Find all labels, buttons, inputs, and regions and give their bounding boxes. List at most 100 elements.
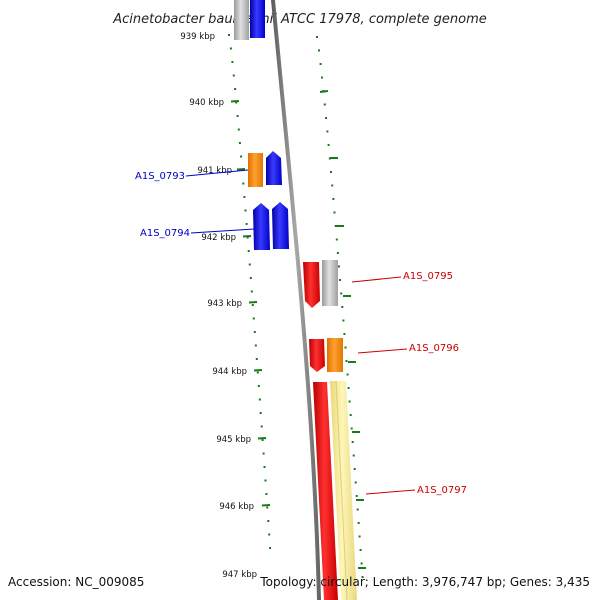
minor-tick-dot [251,304,254,306]
genome-backbone [271,0,321,600]
minor-tick-dot [353,468,356,470]
minor-tick-dot [264,479,267,482]
gene-feature-orange [327,338,343,372]
kbp-tick-label: 943 kbp [207,299,242,309]
minor-tick-dot [259,412,262,414]
gene-feature-grey [322,260,338,306]
kbp-tick-mark [230,100,240,103]
minor-tick-dot [260,425,263,428]
minor-tick-dot [341,306,344,308]
minor-tick-dot [235,101,238,104]
minor-tick-dot [319,63,322,65]
gene-callout-line [357,348,408,354]
minor-tick-dot [334,225,337,227]
minor-tick-dot [268,533,271,536]
gene-callout-line [190,228,255,234]
kbp-tick-mark [248,301,258,304]
minor-tick-dot [352,454,355,457]
gene-arrow-reverse [303,262,320,308]
genome-summary-text: Topology: circular; Length: 3,976,747 bp… [259,575,590,589]
left-tick-dots [228,34,272,549]
minor-tick-dot [357,522,360,524]
kbp-tick-mark [261,504,271,507]
minor-tick-dot [245,223,248,225]
minor-tick-dot [231,61,234,63]
minor-tick-dot [262,452,265,455]
minor-tick-dot [351,441,354,443]
minor-tick-dot [267,520,270,522]
right-tick-dots [316,36,364,578]
minor-tick-dot [243,196,246,198]
minor-tick-dot [247,250,250,252]
minor-tick-dot [348,400,351,403]
minor-tick-dot [326,130,329,133]
minor-tick-dot [237,128,240,131]
minor-tick-dot [336,252,339,254]
gene-label: A1S_0794 [140,228,190,239]
minor-tick-dot [255,358,258,360]
minor-tick-dot [250,290,253,293]
gene-arrow-forward [272,202,289,249]
kbp-tick-label: 947 kbp [222,570,257,580]
minor-tick-dot [333,211,336,214]
kbp-tick-label: 945 kbp [216,435,251,445]
minor-tick-dot [258,398,261,401]
minor-tick-dot [316,36,318,38]
gene-feature-grey [234,0,249,40]
gene-arrow-reverse [309,339,325,372]
right-major-ticks [319,90,366,569]
kbp-tick-mark [257,437,267,440]
minor-tick-dot [360,562,363,565]
gene-callout-line [365,489,416,495]
kbp-tick-label: 942 kbp [201,233,236,243]
gene-feature-blue [250,0,265,38]
gene-callout-line [351,276,402,283]
minor-tick-dot [246,236,249,239]
minor-tick-dot [229,47,232,50]
minor-tick-dot [340,292,343,295]
gene-feature-long-yellow [330,381,357,600]
minor-tick-dot [349,414,352,416]
minor-tick-dot [257,385,260,387]
minor-tick-dot [361,576,364,578]
kbp-tick-mark [236,168,246,171]
minor-tick-dot [266,506,269,509]
minor-tick-dot [350,427,353,430]
minor-tick-dot [356,508,359,511]
minor-tick-dot [249,277,252,279]
gene-feature-orange [248,153,263,187]
kbp-tick-label: 939 kbp [180,32,215,42]
minor-tick-dot [228,34,230,36]
minor-tick-dot [338,265,340,268]
minor-tick-dot [252,317,255,320]
minor-tick-dot [238,142,241,144]
minor-tick-dot [323,103,326,106]
accession-text: Accession: NC_009085 [8,575,144,589]
minor-tick-dot [335,238,338,241]
kbp-tick-label: 940 kbp [189,98,224,108]
minor-tick-dot [234,88,237,90]
gene-label: A1S_0795 [403,271,453,282]
kbp-tick-label: 944 kbp [212,367,247,377]
minor-tick-dot [261,439,264,441]
gene-feature-long-red [313,382,338,600]
gene-arrow-forward [266,151,282,185]
minor-tick-dot [339,279,342,281]
minor-tick-dot [354,481,357,484]
minor-tick-dot [265,493,268,495]
kbp-ticks: 939 kbp 940 kbp 941 kbp 942 kbp 943 kbp … [180,32,271,580]
minor-tick-dot [345,360,348,362]
kbp-tick-mark [253,369,263,372]
minor-tick-dot [269,547,272,549]
minor-tick-dot [253,331,256,333]
minor-tick-dot [263,466,266,468]
minor-tick-dot [328,157,331,160]
minor-tick-dot [330,171,332,173]
minor-tick-dot [327,144,330,146]
minor-tick-dot [254,344,257,347]
minor-tick-dot [248,263,251,266]
minor-tick-dot [342,319,345,322]
minor-tick-dot [318,49,320,52]
minor-tick-dot [321,76,323,79]
minor-tick-dot [332,198,335,200]
